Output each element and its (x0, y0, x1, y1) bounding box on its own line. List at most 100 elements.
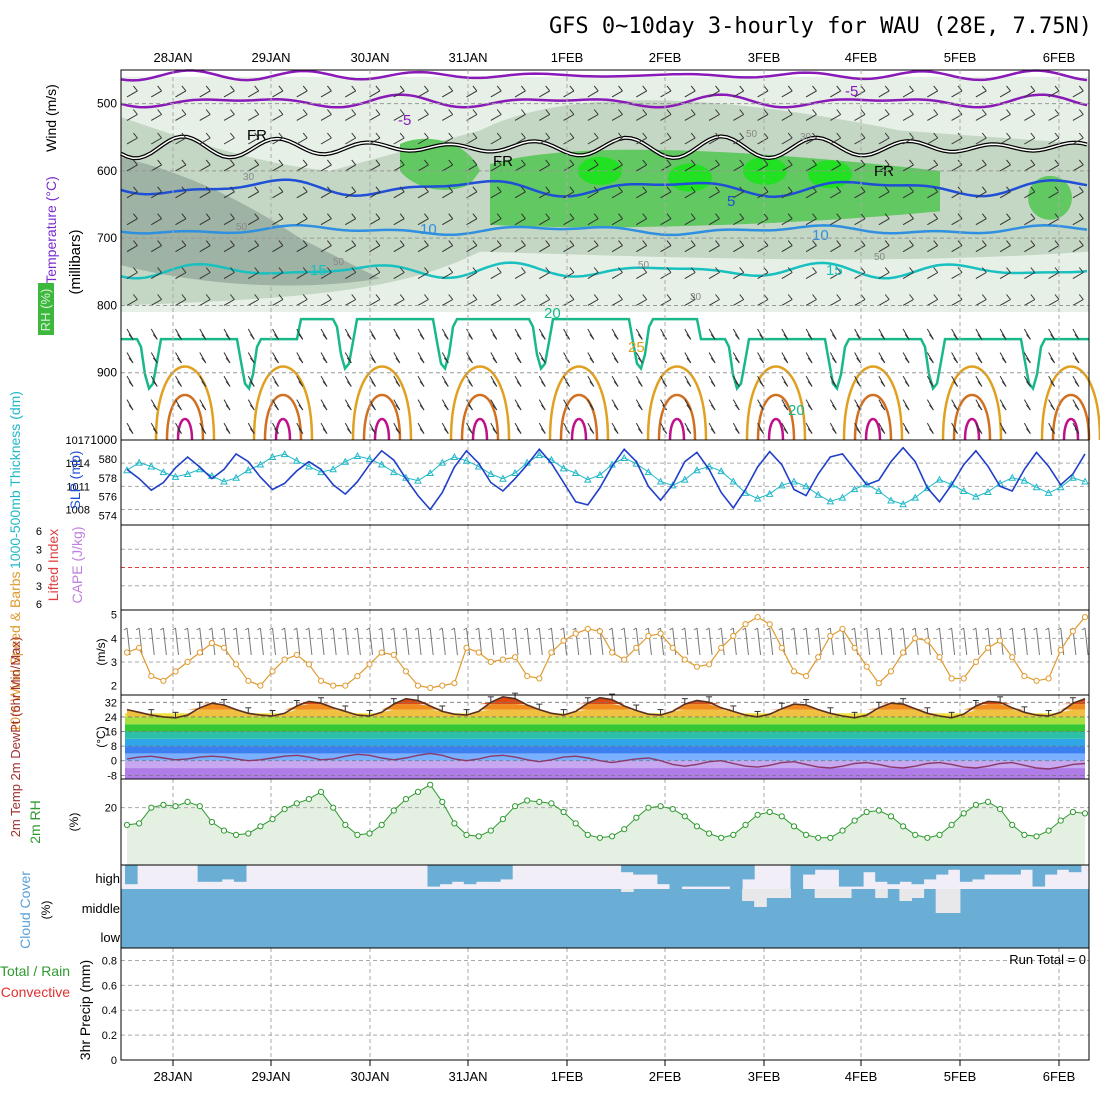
wind-barb (1024, 245, 1036, 253)
wind-barb (781, 114, 793, 121)
wind-barb-flag (715, 132, 720, 139)
wind-barb-flag (254, 294, 260, 300)
wind-barb-flag (201, 381, 207, 387)
surface-wind-barb (623, 627, 628, 656)
surface-wind-barb-flag (184, 627, 188, 631)
surface-wind-barb-flag (1081, 627, 1086, 631)
wind-barb (636, 114, 647, 121)
wind-barb (757, 272, 769, 279)
contour-label: 5 (727, 193, 735, 210)
wind-barb (272, 299, 284, 306)
wind-barb-flag (589, 334, 595, 340)
cloud-high-bar (911, 865, 925, 885)
wind10-point (900, 649, 907, 656)
wind-barb-flag (569, 186, 575, 193)
wind-barb (1024, 218, 1036, 226)
cloud-high-bar (826, 865, 840, 870)
wind-barb (345, 90, 356, 98)
rh2m-point (378, 821, 385, 829)
rh2m-point (293, 800, 300, 807)
wind-barb-flag (249, 334, 255, 340)
rh2m-point (875, 807, 882, 814)
wind-barb-flag (521, 186, 526, 193)
wind-barb-flag (787, 132, 793, 139)
contour-label: 30 (690, 292, 702, 303)
wind-barb-flag (1030, 294, 1036, 300)
rh2m-point (803, 831, 810, 839)
wind-barb (805, 218, 817, 226)
wind-barb-flag (953, 404, 958, 411)
wind-barb (733, 137, 744, 145)
wind-barb (345, 114, 356, 121)
surface-wind-barb (284, 627, 289, 656)
wind10-point (366, 661, 373, 668)
wind-barb-flag (496, 213, 502, 220)
surface-wind-barb-flag (620, 627, 625, 631)
wind-barb (563, 114, 575, 121)
rh2m-point (1021, 831, 1028, 839)
wind-barb-flag (201, 334, 207, 340)
wind10-point (1009, 654, 1016, 661)
cloud-high-bar (947, 865, 961, 870)
rh-legend-label: RH (%) (38, 289, 53, 332)
wind-barb (320, 272, 332, 279)
wind-barb-flag (472, 85, 478, 92)
wind-barb-flag (666, 85, 672, 92)
wind-barb (878, 191, 890, 199)
surface-wind-barb (453, 627, 458, 656)
wind-barb-flag (860, 186, 866, 193)
surface-wind-barb (502, 627, 507, 656)
wind-barb-flag (133, 294, 138, 300)
wind-barb-flag (953, 357, 958, 364)
cloud-high-bar (475, 865, 489, 882)
wind-barb (369, 191, 381, 199)
wind-barb (781, 218, 793, 226)
wind-barb (296, 272, 308, 279)
wind-barb (320, 164, 332, 172)
wind-barb-flag (734, 357, 740, 364)
wind10-point (220, 644, 228, 651)
rh2m-point (633, 814, 640, 821)
cloud-high-bar (814, 865, 828, 870)
wind-barb-flag (375, 85, 381, 92)
surface-wind-barb (914, 627, 919, 656)
wind-barb-flag (569, 240, 575, 246)
wind-barb (854, 218, 866, 226)
wind-barb (757, 164, 769, 172)
wind-barb (854, 90, 866, 98)
thickness-point (244, 466, 253, 474)
wind-barb (781, 245, 793, 253)
wind-barb (442, 272, 453, 279)
surface-wind-barb (829, 627, 834, 656)
wind-barb (514, 114, 526, 121)
wind-barb-flag (1054, 186, 1060, 193)
run-total: Run Total = 0 (1009, 952, 1086, 967)
wind-barb-flag (516, 357, 522, 364)
wind-barb (781, 137, 793, 145)
wind-barb (660, 90, 672, 98)
wind-barb (999, 90, 1011, 98)
wind-barb-flag (637, 381, 643, 387)
wind-barb-flag (1001, 428, 1007, 434)
temp-band (125, 746, 1085, 754)
wind-barb-flag (540, 381, 546, 387)
rh2m-point (778, 813, 785, 820)
wind-barb (272, 191, 284, 199)
wind-barb (902, 272, 914, 279)
surface-wind-barb-flag (523, 627, 528, 631)
contour-label: 15 (826, 262, 843, 279)
temp-fill (127, 696, 1085, 705)
wind-barb (175, 299, 187, 306)
wind-barb-flag (957, 240, 963, 246)
wind-barb-flag (666, 132, 672, 139)
isotherm-warm-loop (668, 418, 686, 441)
date-label-top: 6FEB (1043, 50, 1076, 65)
cloud-high-bar (1056, 865, 1070, 870)
wind-barb-flag (327, 294, 332, 300)
wind-barb-flag (787, 85, 793, 92)
wind-barb-flag (395, 404, 401, 411)
wind-barb (563, 164, 575, 172)
cloud-high-bar (742, 865, 755, 880)
wind-barb-flag (468, 404, 473, 411)
wind-barb (660, 164, 672, 172)
